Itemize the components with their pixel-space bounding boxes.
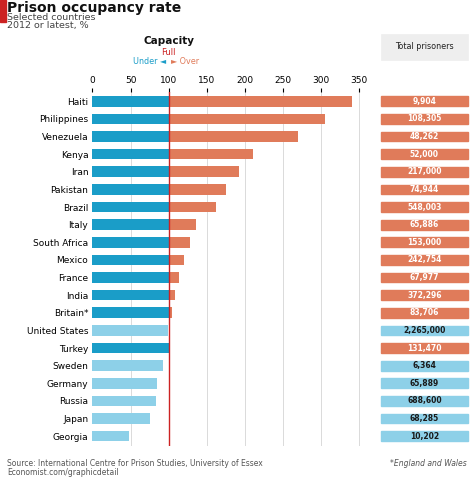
Bar: [92, 361, 163, 371]
Text: 67,977: 67,977: [410, 273, 439, 282]
Bar: [92, 378, 157, 388]
Bar: [92, 325, 168, 335]
Bar: [92, 343, 169, 353]
Text: 83,706: 83,706: [410, 308, 439, 317]
Text: ► Over: ► Over: [171, 57, 199, 66]
Text: 372,296: 372,296: [407, 291, 442, 300]
Text: Economist.com/graphicdetail: Economist.com/graphicdetail: [7, 468, 119, 477]
Bar: [169, 272, 179, 283]
Bar: [92, 431, 129, 442]
Text: 52,000: 52,000: [410, 149, 439, 159]
Text: 217,000: 217,000: [407, 167, 442, 176]
Bar: [92, 254, 169, 265]
Bar: [92, 396, 156, 406]
Text: Total prisoners: Total prisoners: [395, 42, 454, 52]
Text: 131,470: 131,470: [407, 344, 442, 352]
Text: 48,262: 48,262: [410, 132, 439, 141]
Text: Under ◄: Under ◄: [133, 57, 166, 66]
Bar: [92, 413, 150, 424]
Bar: [92, 96, 169, 107]
Text: Full: Full: [162, 48, 176, 57]
Bar: [92, 131, 169, 142]
Text: 68,285: 68,285: [410, 414, 439, 423]
Bar: [169, 219, 196, 230]
Bar: [92, 202, 169, 212]
Bar: [169, 308, 173, 318]
Text: *England and Wales: *England and Wales: [390, 459, 467, 468]
Bar: [92, 166, 169, 177]
Bar: [92, 308, 169, 318]
Bar: [169, 96, 352, 107]
Bar: [169, 237, 190, 248]
Bar: [169, 184, 226, 195]
Text: 688,600: 688,600: [407, 396, 442, 405]
Text: 65,886: 65,886: [410, 220, 439, 229]
Bar: [92, 149, 169, 160]
Bar: [92, 114, 169, 124]
Text: Source: International Centre for Prison Studies, University of Essex: Source: International Centre for Prison …: [7, 459, 263, 468]
Text: 2,265,000: 2,265,000: [403, 326, 446, 335]
Bar: [169, 131, 298, 142]
Text: 6,364: 6,364: [412, 361, 437, 370]
Bar: [92, 219, 169, 230]
Text: 108,305: 108,305: [407, 114, 442, 123]
Bar: [169, 114, 325, 124]
Text: 65,889: 65,889: [410, 379, 439, 388]
Bar: [92, 272, 169, 283]
Text: 548,003: 548,003: [407, 202, 442, 212]
Text: Capacity: Capacity: [143, 36, 194, 46]
Bar: [169, 202, 216, 212]
Bar: [169, 290, 175, 300]
Text: Prison occupancy rate: Prison occupancy rate: [7, 1, 182, 15]
Bar: [92, 290, 169, 300]
Text: 74,944: 74,944: [410, 185, 439, 194]
Bar: [169, 149, 253, 160]
Bar: [92, 237, 169, 248]
Text: 242,754: 242,754: [407, 255, 442, 265]
Text: 10,202: 10,202: [410, 432, 439, 441]
Bar: [169, 254, 184, 265]
Text: 153,000: 153,000: [407, 238, 442, 247]
Bar: [169, 166, 239, 177]
Text: Selected countries: Selected countries: [7, 13, 96, 23]
Text: 2012 or latest, %: 2012 or latest, %: [7, 21, 89, 30]
Bar: [92, 184, 169, 195]
Text: 9,904: 9,904: [412, 97, 437, 106]
